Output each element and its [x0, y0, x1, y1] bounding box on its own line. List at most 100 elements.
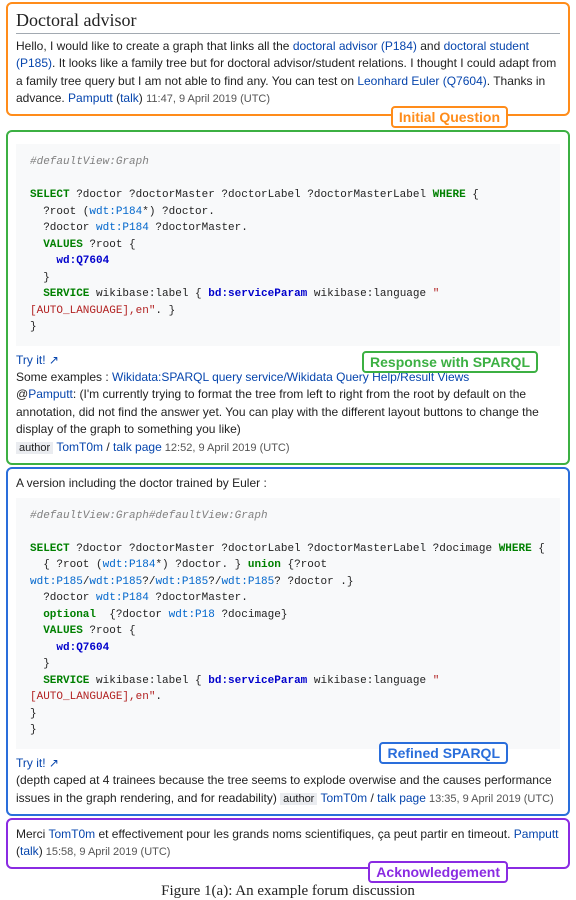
code [30, 255, 56, 267]
label-ack: Acknowledgement [368, 861, 508, 883]
sparql-code-1: #defaultView:Graph SELECT ?doctor ?docto… [16, 144, 560, 346]
author-badge: author [16, 442, 53, 454]
code: ?root { [83, 625, 136, 637]
code: } [30, 724, 37, 736]
code: wikibase:language [307, 675, 432, 687]
sep: / [367, 791, 377, 805]
text: Hello, I would like to create a graph th… [16, 39, 293, 53]
prop: wdt:P185 [221, 576, 274, 588]
prop: wdt:P184 [96, 222, 149, 234]
author-badge: author [280, 793, 317, 805]
prop: wdt:P185 [155, 576, 208, 588]
sig-time: 12:52, 9 April 2019 (UTC) [162, 442, 290, 454]
code: *) ?doctor. [142, 206, 215, 218]
ack-user2[interactable]: Pamputt [514, 827, 559, 841]
sig-talk[interactable]: talk [113, 440, 132, 454]
sig-user[interactable]: TomT0m [320, 791, 367, 805]
code: wikibase:label { [89, 675, 208, 687]
code [30, 642, 56, 654]
code: { ?root ( [30, 559, 103, 571]
brace: { [532, 543, 545, 555]
kw: SERVICE [30, 675, 89, 687]
code: wikibase:language [307, 288, 432, 300]
code: *) ?doctor. } [155, 559, 247, 571]
pfx: bd:serviceParam [208, 675, 307, 687]
code: ?docimage} [215, 609, 288, 621]
initial-question-box: Doctoral advisor Hello, I would like to … [6, 2, 570, 116]
prop: wdt:P184 [89, 206, 142, 218]
text: Merci [16, 827, 48, 841]
refined-intro: A version including the doctor trained b… [16, 475, 560, 492]
val: wd:Q7604 [56, 255, 109, 267]
sig-talk[interactable]: talk [377, 791, 396, 805]
code: } [30, 272, 50, 284]
label-refined: Refined SPARQL [379, 742, 508, 764]
code: . } [155, 305, 175, 317]
try-it-link[interactable]: Try it! [16, 756, 46, 770]
arrow-icon: ↗ [46, 353, 59, 367]
code: ?root ( [30, 206, 89, 218]
reply-user[interactable]: Pamputt [28, 387, 73, 401]
label-response: Response with SPARQL [362, 351, 538, 373]
at: @ [16, 387, 28, 401]
ack-talk[interactable]: talk [20, 844, 39, 858]
code: ?doctor [30, 222, 96, 234]
prop: wdt:P185 [89, 576, 142, 588]
pfx: bd:serviceParam [208, 288, 307, 300]
text: et effectivement pour les grands noms sc… [95, 827, 514, 841]
code: {?doctor [96, 609, 169, 621]
code: ?/ [208, 576, 221, 588]
vars: ?doctor ?doctorMaster ?doctorLabel ?doct… [70, 543, 499, 555]
sep: / [103, 440, 113, 454]
code: ?doctorMaster. [149, 222, 248, 234]
sig-user[interactable]: TomT0m [56, 440, 103, 454]
label-initial: Initial Question [391, 106, 508, 128]
reply-body: : (I'm currently trying to format the tr… [16, 387, 539, 436]
kw: VALUES [30, 625, 83, 637]
code: ? ?doctor .} [274, 576, 353, 588]
arrow-icon: ↗ [46, 756, 59, 770]
kw: WHERE [499, 543, 532, 555]
code: . [155, 691, 162, 703]
prop: wdt:P18 [169, 609, 215, 621]
code: ?doctorMaster. [149, 592, 248, 604]
ack-user1[interactable]: TomT0m [48, 827, 95, 841]
code: } [30, 708, 37, 720]
initial-body: Hello, I would like to create a graph th… [16, 38, 560, 108]
sig-page[interactable]: page [399, 791, 426, 805]
text: and [417, 39, 444, 53]
val: wd:Q7604 [56, 642, 109, 654]
code: } [30, 321, 37, 333]
kw: WHERE [433, 189, 466, 201]
code: ?root { [83, 239, 136, 251]
code: ?doctor [30, 592, 96, 604]
prop: wdt:P184 [103, 559, 156, 571]
code-comment: #defaultView:Graph [30, 156, 149, 168]
vars: ?doctor ?doctorMaster ?doctorLabel ?doct… [70, 189, 433, 201]
sparql-code-2: #defaultView:Graph#defaultView:Graph SEL… [16, 498, 560, 749]
prop: wdt:P184 [96, 592, 149, 604]
kw: SERVICE [30, 288, 89, 300]
prop: wdt:P185 [30, 576, 83, 588]
try-it-link[interactable]: Try it! [16, 353, 46, 367]
link-q7604[interactable]: Leonhard Euler (Q7604) [357, 74, 486, 88]
sig-talk[interactable]: talk [120, 91, 139, 105]
kw: union [248, 559, 281, 571]
code: } [30, 658, 50, 670]
code: ?/ [142, 576, 155, 588]
ack-body: Merci TomT0m et effectivement pour les g… [16, 826, 560, 861]
sig-page[interactable]: page [135, 440, 162, 454]
code: {?root [281, 559, 327, 571]
code-comment: #defaultView:Graph#defaultView:Graph [30, 510, 268, 522]
link-p184[interactable]: doctoral advisor (P184) [293, 39, 417, 53]
ack-time: 15:58, 9 April 2019 (UTC) [43, 846, 171, 858]
sig-user[interactable]: Pamputt [68, 91, 113, 105]
brace: { [466, 189, 479, 201]
ack-box: Merci TomT0m et effectivement pour les g… [6, 818, 570, 869]
kw: SELECT [30, 543, 70, 555]
note-line: (depth caped at 4 trainees because the t… [16, 772, 560, 807]
sig-time: 11:47, 9 April 2019 (UTC) [146, 93, 270, 105]
kw: SELECT [30, 189, 70, 201]
reply-line: @Pamputt: (I'm currently trying to forma… [16, 386, 560, 438]
kw: optional [30, 609, 96, 621]
